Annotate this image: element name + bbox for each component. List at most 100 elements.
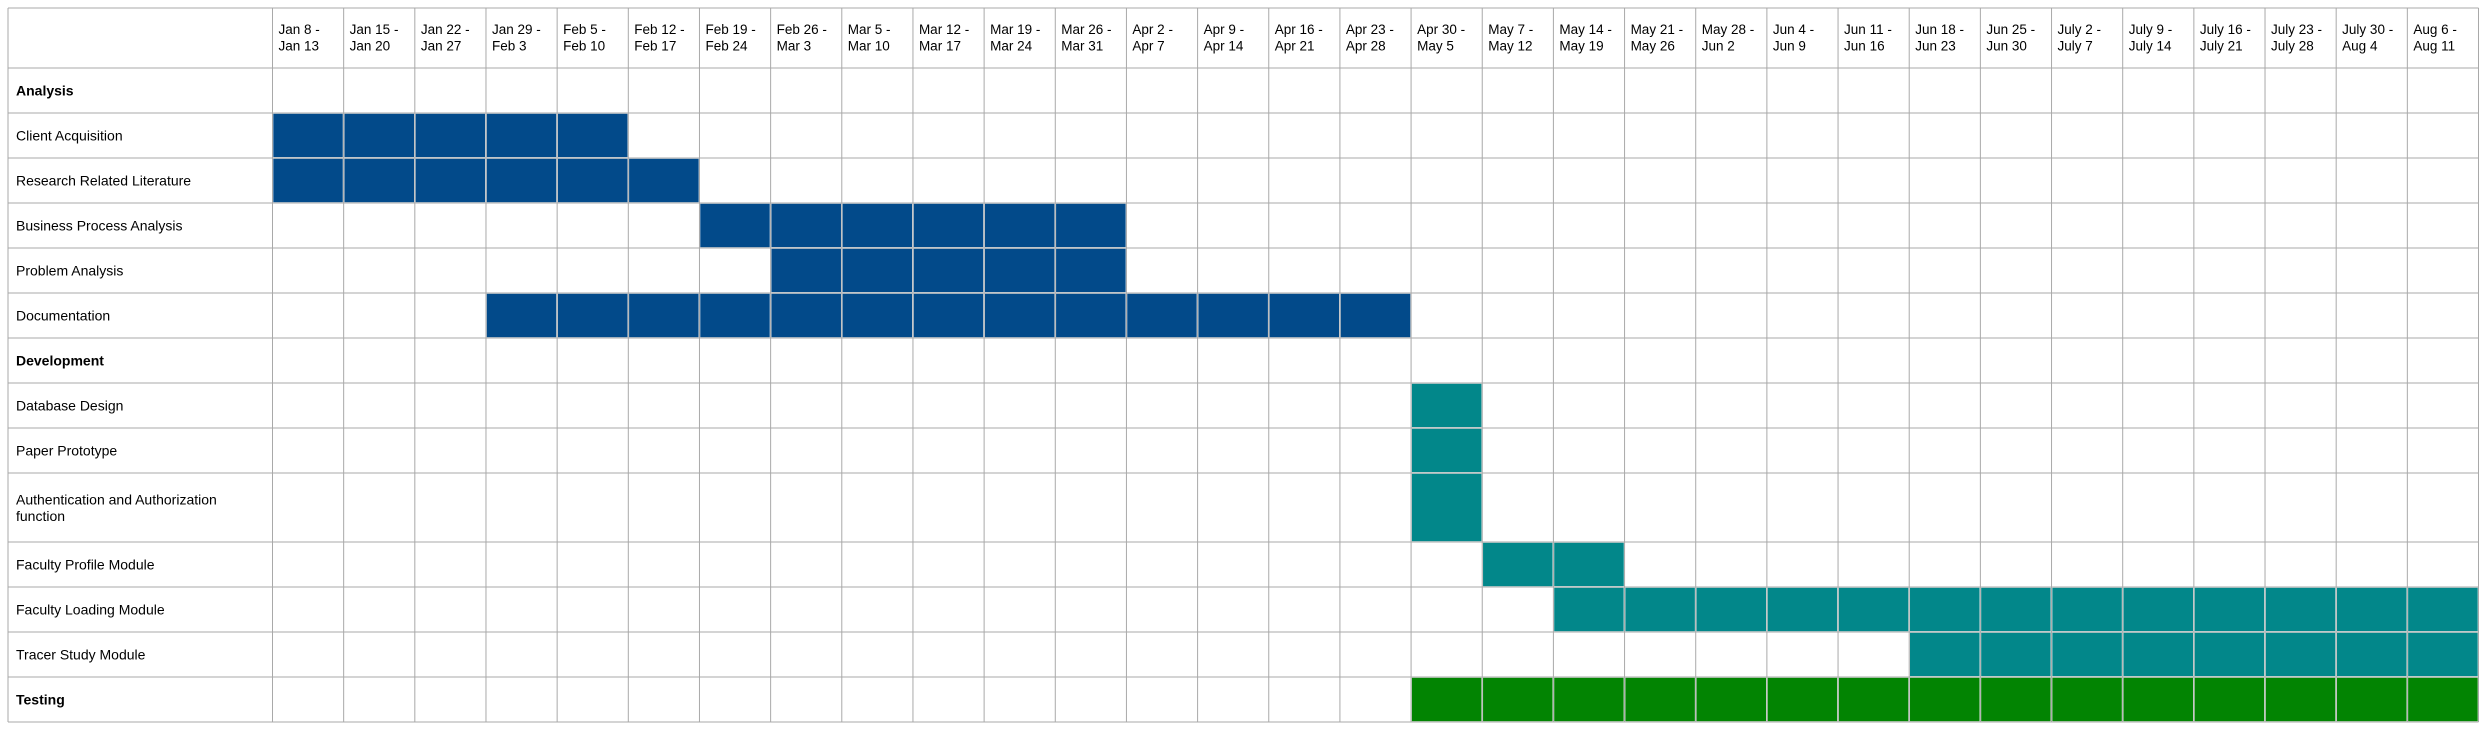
week-header-line: Apr 28 xyxy=(1346,39,1386,54)
task-bar-cell xyxy=(769,292,843,339)
week-header-line: May 28 - xyxy=(1702,22,1755,37)
week-header-line: Feb 26 - xyxy=(777,22,827,37)
task-bar-cell xyxy=(2193,631,2266,678)
label-line: Documentation xyxy=(16,308,110,324)
week-header-line: Feb 19 - xyxy=(705,22,755,37)
week-header-label: July 23 - July 28 xyxy=(2271,22,2322,54)
week-header-line: May 21 - xyxy=(1631,22,1684,37)
week-header-label: Feb 12 - Feb 17 xyxy=(634,22,684,54)
week-header-label: Mar 26 - Mar 31 xyxy=(1061,22,1111,54)
task-bar-cell xyxy=(1766,586,1839,633)
week-header-line: Jun 23 xyxy=(1915,39,1956,54)
task-label: Database Design xyxy=(16,398,123,414)
week-header-label: Apr 30 - May 5 xyxy=(1417,22,1465,54)
week-header-line: July 30 - xyxy=(2342,22,2393,37)
task-bar-cell xyxy=(2193,586,2266,633)
task-bar-cell xyxy=(1623,586,1697,633)
task-bar-cell xyxy=(912,247,985,294)
label-line: Business Process Analysis xyxy=(16,218,183,234)
week-header-line: Mar 24 xyxy=(990,39,1033,54)
week-header-line: Feb 17 xyxy=(634,39,676,54)
week-header-line: Apr 14 xyxy=(1204,39,1244,54)
week-header-line: Mar 5 - xyxy=(848,22,891,37)
task-bar-cell xyxy=(2121,586,2195,633)
phase-header-label: Development xyxy=(16,353,104,369)
week-header-label: Aug 6 - Aug 11 xyxy=(2413,22,2457,54)
task-label: Tracer Study Module xyxy=(16,647,146,663)
task-bar-cell xyxy=(1623,676,1697,723)
task-label: Faculty Profile Module xyxy=(16,557,155,573)
week-header-label: Mar 12 - Mar 17 xyxy=(919,22,969,54)
label-line: Paper Prototype xyxy=(16,443,117,459)
task-label: Problem Analysis xyxy=(16,263,123,279)
week-header-line: Aug 11 xyxy=(2413,39,2455,54)
week-header-label: May 21 - May 26 xyxy=(1631,22,1684,54)
week-header-label: Jun 4 - Jun 9 xyxy=(1773,22,1814,54)
task-bar-cell xyxy=(840,247,914,294)
task-bar-cell xyxy=(1410,382,1484,429)
label-line: Analysis xyxy=(16,83,74,99)
task-bar-cell xyxy=(1196,292,1270,339)
label-line: Database Design xyxy=(16,398,123,414)
task-bar-cell xyxy=(2121,631,2195,678)
week-header-line: July 9 - xyxy=(2129,22,2173,37)
task-bar-cell xyxy=(983,247,1057,294)
week-header-label: Jun 18 - Jun 23 xyxy=(1915,22,1964,54)
task-bar-cell xyxy=(1481,676,1555,723)
task-label: Paper Prototype xyxy=(16,443,117,459)
label-line: Faculty Profile Module xyxy=(16,557,155,573)
task-bar-cell xyxy=(1054,202,1128,249)
task-bar-cell xyxy=(1552,676,1626,723)
task-bar-cell xyxy=(2121,676,2195,723)
task-bar-cell xyxy=(1481,541,1555,588)
task-bar-cell xyxy=(2264,631,2337,678)
week-header-line: Jun 30 xyxy=(1986,39,2027,54)
week-header-line: Feb 24 xyxy=(705,39,748,54)
label-line: Development xyxy=(16,353,104,369)
task-bar-cell xyxy=(556,157,630,204)
week-header-label: July 30 - Aug 4 xyxy=(2342,22,2393,54)
task-bar-cell xyxy=(414,112,487,159)
week-header-label: July 2 - July 7 xyxy=(2058,22,2102,54)
week-header-line: May 14 - xyxy=(1559,22,1612,37)
task-bar-cell xyxy=(414,157,487,204)
week-header-line: Aug 4 xyxy=(2342,39,2378,54)
week-header-line: Jun 18 - xyxy=(1915,22,1964,37)
week-header-line: Mar 3 xyxy=(777,39,812,54)
week-header-label: Feb 19 - Feb 24 xyxy=(705,22,755,54)
task-bar-cell xyxy=(698,202,772,249)
week-header-label: July 9 - July 14 xyxy=(2129,22,2173,54)
task-bar-cell xyxy=(769,202,843,249)
week-header-line: Jun 9 xyxy=(1773,39,1806,54)
label-line: Problem Analysis xyxy=(16,263,123,279)
label-line: function xyxy=(16,508,65,524)
week-header-label: Jan 15 - Jan 20 xyxy=(350,22,399,54)
task-bar-cell xyxy=(1125,292,1199,339)
week-header-label: May 28 - Jun 2 xyxy=(1702,22,1755,54)
task-bar-cell xyxy=(2406,631,2480,678)
week-header-line: July 23 - xyxy=(2271,22,2322,37)
task-bar-cell xyxy=(769,247,843,294)
task-bar-cell xyxy=(342,157,416,204)
task-bar-cell xyxy=(1410,472,1484,543)
task-bar-cell xyxy=(1979,631,2053,678)
week-header-line: May 26 xyxy=(1631,39,1675,54)
task-bar-cell xyxy=(485,292,558,339)
task-bar-cell xyxy=(983,292,1057,339)
task-bar-cell xyxy=(698,292,772,339)
task-bar-cell xyxy=(1766,676,1839,723)
task-bar-cell xyxy=(556,292,630,339)
task-bar-cell xyxy=(840,202,914,249)
task-bar-cell xyxy=(1979,586,2053,633)
week-header-line: Feb 5 - xyxy=(563,22,606,37)
task-bar-cell xyxy=(2335,676,2409,723)
week-header-line: Apr 16 - xyxy=(1275,22,1323,37)
task-bar-cell xyxy=(2193,676,2266,723)
week-header-line: Jun 16 xyxy=(1844,39,1885,54)
week-header-line: May 19 xyxy=(1559,39,1603,54)
task-bar-cell xyxy=(912,292,985,339)
week-header-line: Feb 12 - xyxy=(634,22,684,37)
week-header-line: Jan 22 - xyxy=(421,22,470,37)
